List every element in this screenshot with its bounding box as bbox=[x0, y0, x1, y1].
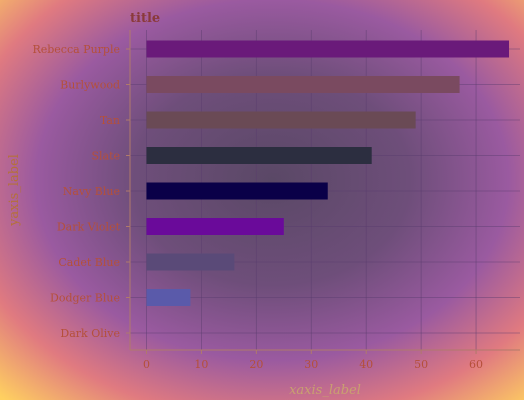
axes bbox=[126, 30, 520, 354]
x-tick-label: 10 bbox=[194, 358, 208, 371]
y-axis-label: yaxis_label bbox=[7, 154, 22, 227]
x-tick-label: 30 bbox=[304, 358, 318, 371]
category-label: Navy Blue bbox=[63, 185, 120, 198]
category-label: Burlywood bbox=[60, 79, 120, 92]
category-label: Slate bbox=[91, 150, 120, 163]
bar-dark-violet bbox=[146, 218, 284, 235]
category-label: Cadet Blue bbox=[58, 256, 120, 269]
x-axis-label: xaxis_label bbox=[289, 383, 361, 398]
tick-labels: 0 10 20 30 40 50 60 Rebecca Purple Burlywood Tan S… bbox=[32, 43, 483, 371]
bar-slate bbox=[146, 147, 372, 164]
category-label: Dark Violet bbox=[57, 221, 121, 234]
x-tick-label: 0 bbox=[143, 358, 150, 371]
bar-navy-blue bbox=[146, 182, 328, 200]
bar-cadet-blue bbox=[146, 253, 235, 271]
bar-dodger-blue bbox=[146, 289, 191, 306]
category-label: Dodger Blue bbox=[50, 292, 120, 305]
category-label: Dark Olive bbox=[60, 327, 120, 340]
x-tick-label: 20 bbox=[249, 358, 263, 371]
category-label: Tan bbox=[100, 114, 120, 127]
bars bbox=[146, 40, 510, 306]
chart-title: title bbox=[130, 11, 160, 26]
x-tick-label: 50 bbox=[414, 358, 428, 371]
bar-burlywood bbox=[146, 76, 460, 93]
x-tick-label: 40 bbox=[359, 358, 373, 371]
bar-tan bbox=[146, 111, 416, 129]
category-label: Rebecca Purple bbox=[32, 43, 120, 56]
x-tick-label: 60 bbox=[469, 358, 483, 371]
bar-rebecca-purple bbox=[146, 40, 510, 58]
